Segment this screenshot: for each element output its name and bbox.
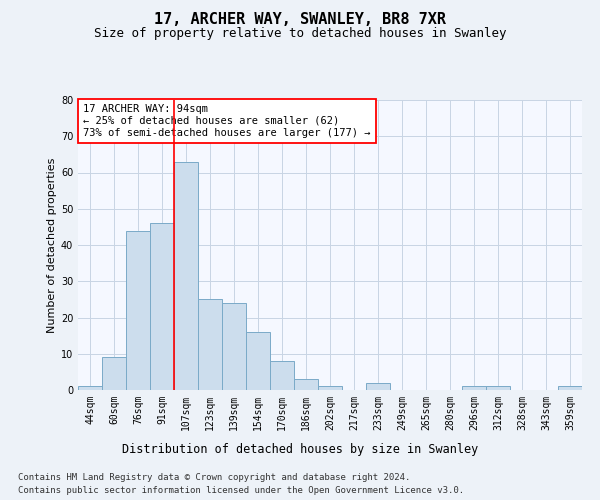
Bar [558, 386, 582, 390]
Bar [78, 386, 102, 390]
Bar [366, 383, 390, 390]
Bar [126, 230, 150, 390]
Text: Contains HM Land Registry data © Crown copyright and database right 2024.: Contains HM Land Registry data © Crown c… [18, 472, 410, 482]
Bar [198, 300, 222, 390]
Bar [174, 162, 198, 390]
Text: 17 ARCHER WAY: 94sqm
← 25% of detached houses are smaller (62)
73% of semi-detac: 17 ARCHER WAY: 94sqm ← 25% of detached h… [83, 104, 371, 138]
Bar [318, 386, 342, 390]
Bar [246, 332, 270, 390]
Y-axis label: Number of detached properties: Number of detached properties [47, 158, 56, 332]
Bar [294, 379, 318, 390]
Bar [150, 223, 174, 390]
Bar [222, 303, 246, 390]
Bar [486, 386, 510, 390]
Text: Size of property relative to detached houses in Swanley: Size of property relative to detached ho… [94, 28, 506, 40]
Bar [270, 361, 294, 390]
Text: Distribution of detached houses by size in Swanley: Distribution of detached houses by size … [122, 442, 478, 456]
Text: Contains public sector information licensed under the Open Government Licence v3: Contains public sector information licen… [18, 486, 464, 495]
Text: 17, ARCHER WAY, SWANLEY, BR8 7XR: 17, ARCHER WAY, SWANLEY, BR8 7XR [154, 12, 446, 28]
Bar [102, 358, 126, 390]
Bar [462, 386, 486, 390]
